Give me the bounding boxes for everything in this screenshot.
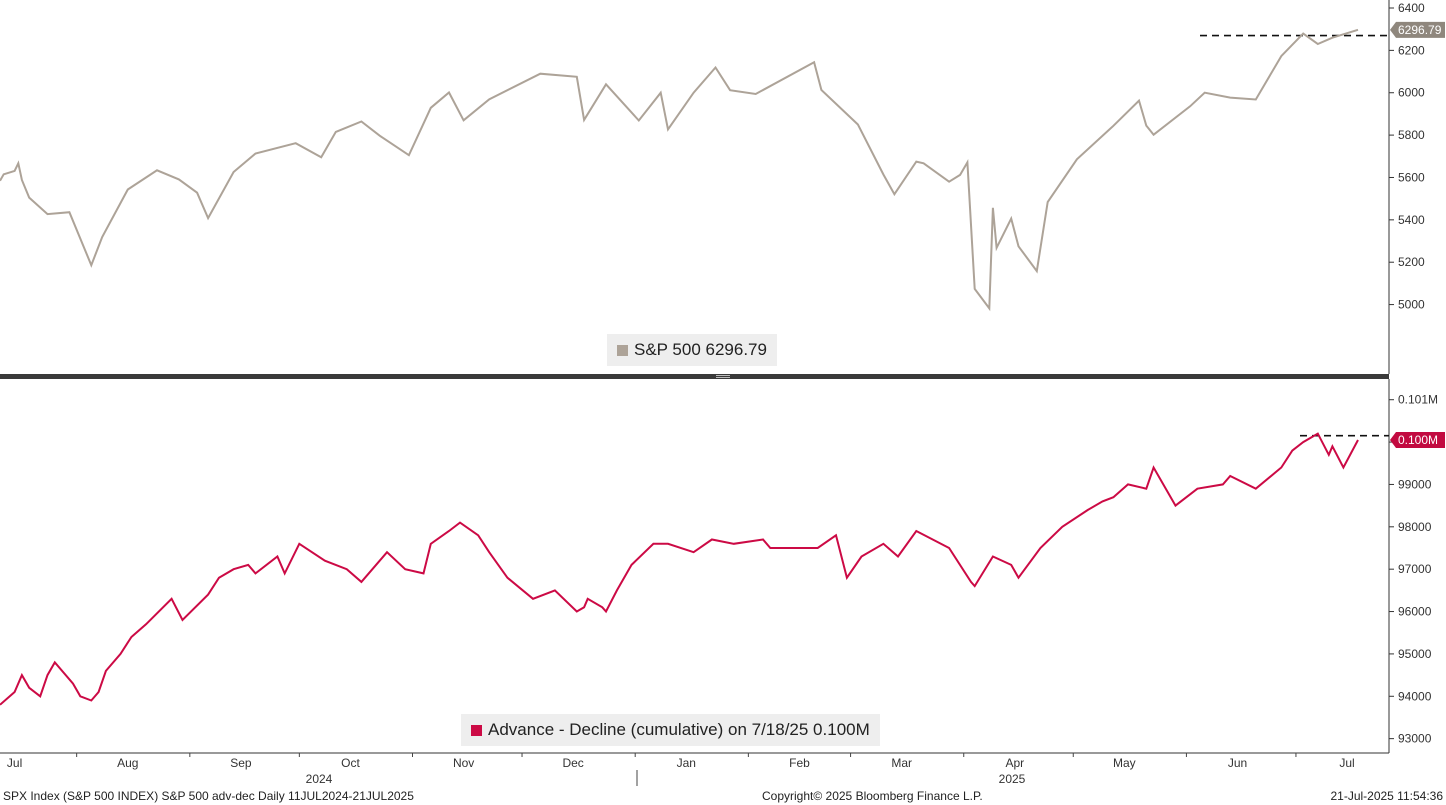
adv-dec-y-tick-label: 98000 xyxy=(1398,520,1432,534)
adv-dec-series-line xyxy=(0,432,1359,706)
x-tick-label: Jun xyxy=(1228,756,1247,770)
adv-dec-last-value: 0.100M xyxy=(1398,433,1438,447)
adv-dec-panel: 0.101M0.1M990009800097000960009500094000… xyxy=(0,379,1445,753)
year-label-2025: 2025 xyxy=(999,772,1026,786)
sp500-panel: 6400 6200 6000 5800 5600 5400 5200 5000 6296.79 xyxy=(0,0,1445,374)
sp500-last-value-badge: 6296.79 xyxy=(1390,21,1445,38)
adv-dec-y-tick-label: 99000 xyxy=(1398,477,1432,491)
x-tick-label: Oct xyxy=(341,756,360,770)
adv-dec-y-tick-label: 97000 xyxy=(1398,562,1432,576)
x-tick-label: Apr xyxy=(1006,756,1025,770)
year-label-2024: 2024 xyxy=(306,772,333,786)
adv-dec-y-tick-label: 93000 xyxy=(1398,732,1432,746)
sp500-y-tick-label: 6200 xyxy=(1398,43,1425,57)
sp500-y-tick-label: 5400 xyxy=(1398,213,1425,227)
x-tick-label: Jul xyxy=(7,756,22,770)
sp500-y-tick-label: 5000 xyxy=(1398,298,1425,312)
sp500-badge-shape xyxy=(1390,21,1445,38)
x-tick-label: Mar xyxy=(891,756,912,770)
adv-dec-legend-label: Advance - Decline (cumulative) on 7/18/2… xyxy=(488,720,870,739)
sp500-y-tick-label: 5200 xyxy=(1398,255,1425,269)
x-tick-label: Jul xyxy=(1339,756,1354,770)
footer-copyright: Copyright© 2025 Bloomberg Finance L.P. xyxy=(762,789,983,803)
x-tick-label: Dec xyxy=(562,756,583,770)
adv-dec-y-tick-label: 94000 xyxy=(1398,689,1432,703)
sp500-legend: S&P 500 6296.79 xyxy=(607,334,777,366)
adv-dec-y-tick-label: 95000 xyxy=(1398,647,1432,661)
sp500-last-value: 6296.79 xyxy=(1398,23,1442,37)
adv-dec-badge-shape xyxy=(1390,431,1445,448)
sp500-y-tick-label: 5800 xyxy=(1398,128,1425,142)
adv-dec-legend-swatch xyxy=(471,724,482,736)
x-tick-label: Jan xyxy=(677,756,696,770)
footer-source: SPX Index (S&P 500 INDEX) S&P 500 adv-de… xyxy=(3,789,414,803)
x-tick-label: Feb xyxy=(789,756,810,770)
x-tick-label: Sep xyxy=(230,756,252,770)
adv-dec-y-tick-label: 0.101M xyxy=(1398,393,1438,407)
x-axis: Jul Aug Sep Oct Nov Dec Jan Feb Mar Apr May Jun Jul xyxy=(7,753,1355,770)
sp500-legend-label: S&P 500 6296.79 xyxy=(634,340,767,359)
sp500-series-line xyxy=(0,28,1359,312)
x-tick-label: Aug xyxy=(117,756,138,770)
adv-dec-y-tick-label: 96000 xyxy=(1398,605,1432,619)
footer-timestamp: 21-Jul-2025 11:54:36 xyxy=(1330,789,1443,803)
sp500-y-tick-label: 6400 xyxy=(1398,1,1425,15)
x-tick-label: May xyxy=(1113,756,1136,770)
sp500-y-tick-label: 6000 xyxy=(1398,86,1425,100)
sp500-y-ticks: 6400 6200 6000 5800 5600 5400 5200 5000 xyxy=(1389,1,1425,312)
adv-dec-last-value-badge: 0.100M xyxy=(1390,431,1445,448)
sp500-legend-swatch xyxy=(617,344,628,356)
adv-dec-y-ticks: 0.101M0.1M990009800097000960009500094000… xyxy=(1389,393,1438,746)
sp500-y-tick-label: 5600 xyxy=(1398,170,1425,184)
panel-divider[interactable] xyxy=(0,374,1389,379)
adv-dec-legend: Advance - Decline (cumulative) on 7/18/2… xyxy=(461,714,880,746)
x-tick-label: Nov xyxy=(453,756,474,770)
